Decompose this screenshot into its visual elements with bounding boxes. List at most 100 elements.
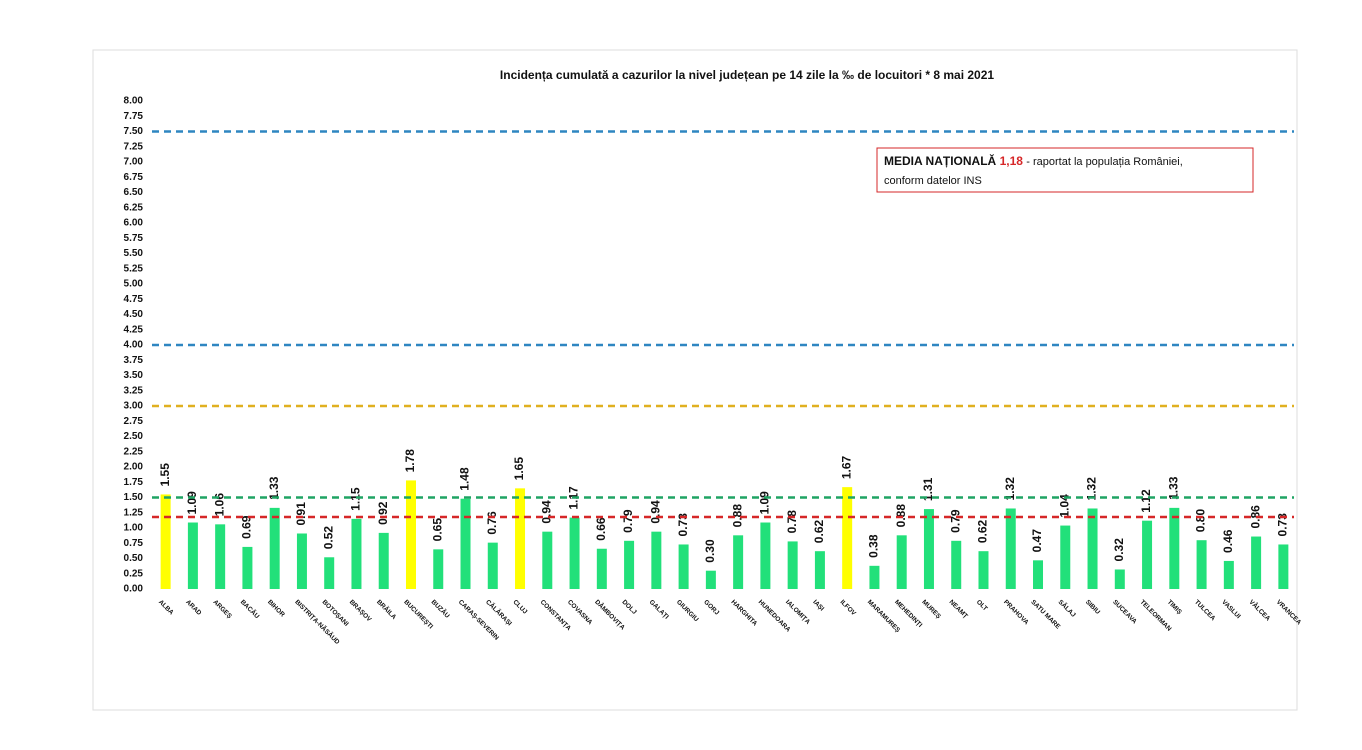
value-label: 0.69 [240, 515, 254, 539]
y-tick-label: 7.00 [124, 157, 144, 168]
value-label: 0.79 [948, 509, 962, 533]
value-label: 0.94 [539, 500, 553, 524]
value-label: 0.32 [1112, 538, 1126, 562]
value-label: 0.73 [676, 513, 690, 537]
y-tick-label: 2.75 [124, 416, 144, 427]
bar [1169, 507, 1180, 589]
y-tick-label: 1.00 [124, 523, 144, 534]
bar [187, 522, 198, 589]
value-label: 0.91 [294, 502, 308, 526]
bar [378, 532, 389, 589]
value-label: 0.46 [1221, 529, 1235, 553]
value-label: 0.52 [321, 526, 335, 550]
y-tick-label: 3.25 [124, 385, 144, 396]
y-tick-label: 4.25 [124, 324, 144, 335]
y-tick-label: 1.50 [124, 492, 144, 503]
y-tick-label: 0.25 [124, 568, 144, 579]
chart-title: Incidența cumulată a cazurilor la nivel … [500, 68, 995, 82]
y-tick-label: 6.75 [124, 172, 144, 183]
value-label: 0.94 [649, 500, 663, 524]
bar [978, 551, 989, 589]
bar [433, 549, 444, 589]
value-label: 0.78 [785, 510, 799, 534]
y-tick-label: 3.50 [124, 370, 144, 381]
bar [1033, 560, 1044, 589]
bar [324, 557, 335, 589]
value-label: 0.47 [1030, 529, 1044, 553]
bar [1223, 560, 1234, 589]
bar [651, 531, 662, 589]
bar [1005, 508, 1016, 589]
y-tick-label: 6.00 [124, 218, 144, 229]
value-label: 0.62 [812, 519, 826, 543]
bar [624, 540, 635, 589]
y-tick-label: 5.00 [124, 279, 144, 290]
value-label: 1.09 [758, 491, 772, 515]
bar [1087, 508, 1098, 589]
bar [1114, 569, 1125, 589]
y-tick-label: 0.75 [124, 538, 144, 549]
value-label: 0.65 [430, 518, 444, 542]
bar [760, 522, 771, 589]
bar [842, 487, 853, 589]
annotation-label: MEDIA NAȚIONALĂ [884, 153, 997, 168]
bar [215, 524, 226, 589]
value-label: 1.04 [1057, 494, 1071, 518]
bar [1196, 540, 1207, 589]
bar [787, 541, 798, 589]
value-label: 0.76 [485, 511, 499, 535]
bar [814, 551, 825, 589]
bar [1251, 536, 1262, 589]
value-label: 0.38 [867, 534, 881, 558]
value-label: 0.88 [894, 504, 908, 528]
annotation-text: conform datelor INS [884, 175, 982, 187]
value-label: 1.55 [158, 463, 172, 487]
bar [515, 488, 526, 589]
y-tick-label: 4.50 [124, 309, 144, 320]
bar [460, 498, 471, 589]
y-tick-label: 5.75 [124, 233, 144, 244]
bar [242, 546, 253, 589]
bar [923, 509, 934, 589]
bar [1142, 520, 1153, 589]
value-label: 1.65 [512, 457, 526, 481]
value-label: 0.79 [621, 509, 635, 533]
y-tick-label: 4.00 [124, 340, 144, 351]
value-label: 1.15 [349, 487, 363, 511]
value-label: 1.33 [1166, 476, 1180, 500]
bar [269, 507, 280, 589]
bar [678, 544, 689, 589]
bar [705, 570, 716, 589]
value-label: 0.92 [376, 501, 390, 525]
value-label: 0.66 [594, 517, 608, 541]
bar [487, 542, 498, 589]
value-label: 0.73 [1276, 513, 1290, 537]
y-tick-label: 0.50 [124, 553, 144, 564]
y-tick-label: 8.00 [124, 96, 144, 107]
value-label: 0.80 [1194, 509, 1208, 533]
value-label: 0.30 [703, 539, 717, 563]
y-tick-label: 1.25 [124, 507, 144, 518]
bar [1060, 525, 1071, 589]
y-tick-label: 7.50 [124, 126, 144, 137]
y-tick-label: 1.75 [124, 477, 144, 488]
value-label: 0.86 [1248, 505, 1262, 529]
y-tick-label: 2.25 [124, 446, 144, 457]
bar [542, 531, 553, 589]
y-tick-label: 4.75 [124, 294, 144, 305]
value-label: 0.88 [730, 504, 744, 528]
y-tick-label: 0.00 [124, 584, 144, 595]
value-label: 1.32 [1003, 477, 1017, 501]
value-label: 0.62 [976, 519, 990, 543]
annotation-value: 1,18 [1000, 154, 1024, 168]
bar [351, 518, 362, 589]
bar [869, 565, 880, 589]
value-label: 1.31 [921, 477, 935, 501]
value-label: 1.06 [212, 493, 226, 517]
y-tick-label: 2.00 [124, 462, 144, 473]
value-label: 1.32 [1085, 477, 1099, 501]
bar [405, 480, 416, 589]
bar [160, 494, 171, 589]
